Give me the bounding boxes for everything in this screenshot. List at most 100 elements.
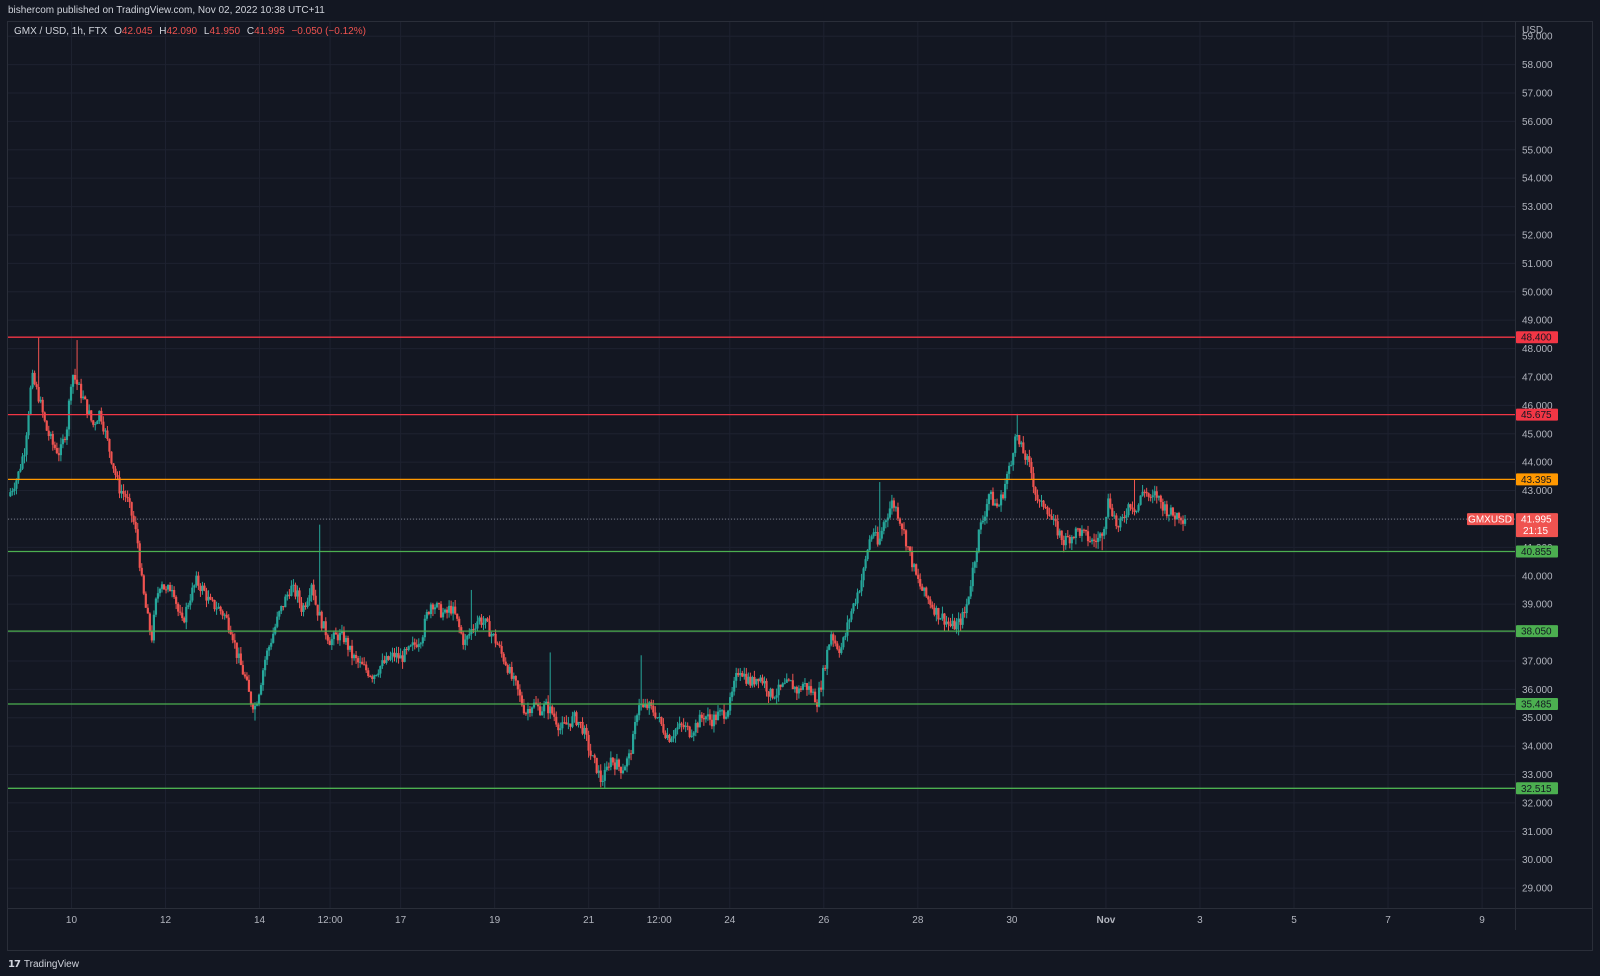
- candle-body: [731, 691, 734, 698]
- candle-body: [969, 586, 972, 597]
- candle-body: [1167, 514, 1170, 517]
- candle-body: [1042, 500, 1045, 507]
- candle-body: [1048, 514, 1051, 516]
- candle-body: [826, 649, 829, 669]
- candle-body: [1014, 436, 1017, 454]
- candle-body: [146, 607, 149, 614]
- candle-body: [866, 549, 869, 560]
- y-tick-label: 59.000: [1522, 32, 1553, 43]
- y-tick-label: 33.000: [1522, 770, 1553, 781]
- candle-body: [541, 711, 544, 716]
- candle-body: [510, 666, 513, 679]
- candle-body: [15, 480, 18, 489]
- symbol-name[interactable]: GMX / USD, 1h, FTX: [14, 26, 108, 37]
- candle-body: [96, 421, 99, 425]
- candle-body: [1173, 515, 1177, 520]
- candle-body: [674, 729, 677, 737]
- candle-body: [880, 530, 883, 539]
- candle-body: [599, 770, 602, 782]
- level-price-label: 45.675: [1521, 410, 1552, 421]
- y-tick-label: 37.000: [1522, 656, 1553, 667]
- candle-body: [359, 661, 362, 663]
- candle-body: [777, 684, 780, 696]
- candle-body: [716, 711, 720, 721]
- tradingview-logo[interactable]: 17: [8, 958, 21, 970]
- candle-body: [872, 532, 875, 537]
- candle-body: [801, 683, 805, 690]
- candle-body: [492, 633, 495, 635]
- candle-body: [785, 679, 788, 683]
- tradingview-brand[interactable]: TradingView: [23, 958, 79, 970]
- candle-body: [769, 688, 772, 697]
- candle-body: [411, 642, 414, 646]
- y-tick-label: 55.000: [1522, 145, 1553, 156]
- candle-body: [342, 631, 346, 643]
- grid-group: [8, 22, 1515, 908]
- candle-body: [999, 494, 1003, 506]
- candle-body: [441, 612, 445, 618]
- candle-body: [266, 650, 269, 660]
- candle-body: [652, 705, 655, 713]
- candle-body: [201, 585, 204, 592]
- x-tick-label: 17: [395, 915, 407, 926]
- candle-body: [168, 585, 172, 592]
- candle-body: [245, 676, 249, 680]
- candle-body: [409, 645, 412, 647]
- candle-body: [987, 494, 991, 505]
- candle-body: [437, 603, 441, 605]
- candle-body: [648, 702, 651, 709]
- candle-body: [175, 596, 178, 604]
- candle-body: [508, 666, 511, 673]
- candle-body: [328, 640, 331, 646]
- candle-body: [308, 595, 311, 602]
- candle-body: [1121, 516, 1124, 519]
- candle-body: [955, 622, 958, 630]
- candle-body: [1151, 495, 1154, 498]
- candle-body: [19, 468, 22, 472]
- candle-body: [993, 503, 997, 506]
- candle-body: [553, 713, 556, 717]
- candle-body: [401, 655, 404, 662]
- candle-body: [421, 637, 424, 644]
- candle-body: [538, 706, 542, 716]
- candle-body: [94, 424, 97, 426]
- candle-body: [466, 635, 469, 640]
- candle-body: [1054, 518, 1057, 522]
- candle-body: [199, 585, 202, 592]
- candle-body: [53, 444, 56, 448]
- candle-body: [583, 727, 586, 734]
- candle-body: [906, 546, 910, 548]
- candle-body: [611, 757, 614, 763]
- candle-body: [181, 612, 184, 619]
- candle-body: [931, 604, 934, 608]
- y-tick-label: 31.000: [1522, 827, 1553, 838]
- candle-body: [524, 713, 528, 715]
- candle-body: [69, 386, 73, 401]
- candle-body: [605, 766, 608, 771]
- candle-body: [805, 683, 809, 690]
- candle-body: [830, 634, 833, 645]
- candle-body: [561, 722, 564, 729]
- candle-body: [557, 724, 560, 731]
- candle-body: [122, 491, 125, 494]
- change-value: −0.050 (−0.12%): [291, 26, 366, 37]
- candle-body: [569, 723, 572, 727]
- candle-body: [686, 725, 689, 727]
- candle-body: [1090, 539, 1094, 542]
- candle-body: [229, 630, 232, 635]
- candle-body: [664, 732, 667, 739]
- candle-body: [656, 717, 659, 719]
- candle-body: [850, 611, 853, 620]
- candle-body: [306, 601, 309, 607]
- candle-body: [536, 704, 540, 707]
- candle-body: [1086, 531, 1090, 542]
- level-price-label: 43.395: [1521, 475, 1552, 486]
- candle-body: [156, 593, 160, 599]
- candle-body: [1141, 491, 1144, 496]
- candle-body: [92, 420, 95, 425]
- open-value: 42.045: [121, 26, 153, 37]
- candle-body: [340, 631, 344, 634]
- candle-body: [961, 612, 964, 625]
- candle-body: [429, 604, 433, 615]
